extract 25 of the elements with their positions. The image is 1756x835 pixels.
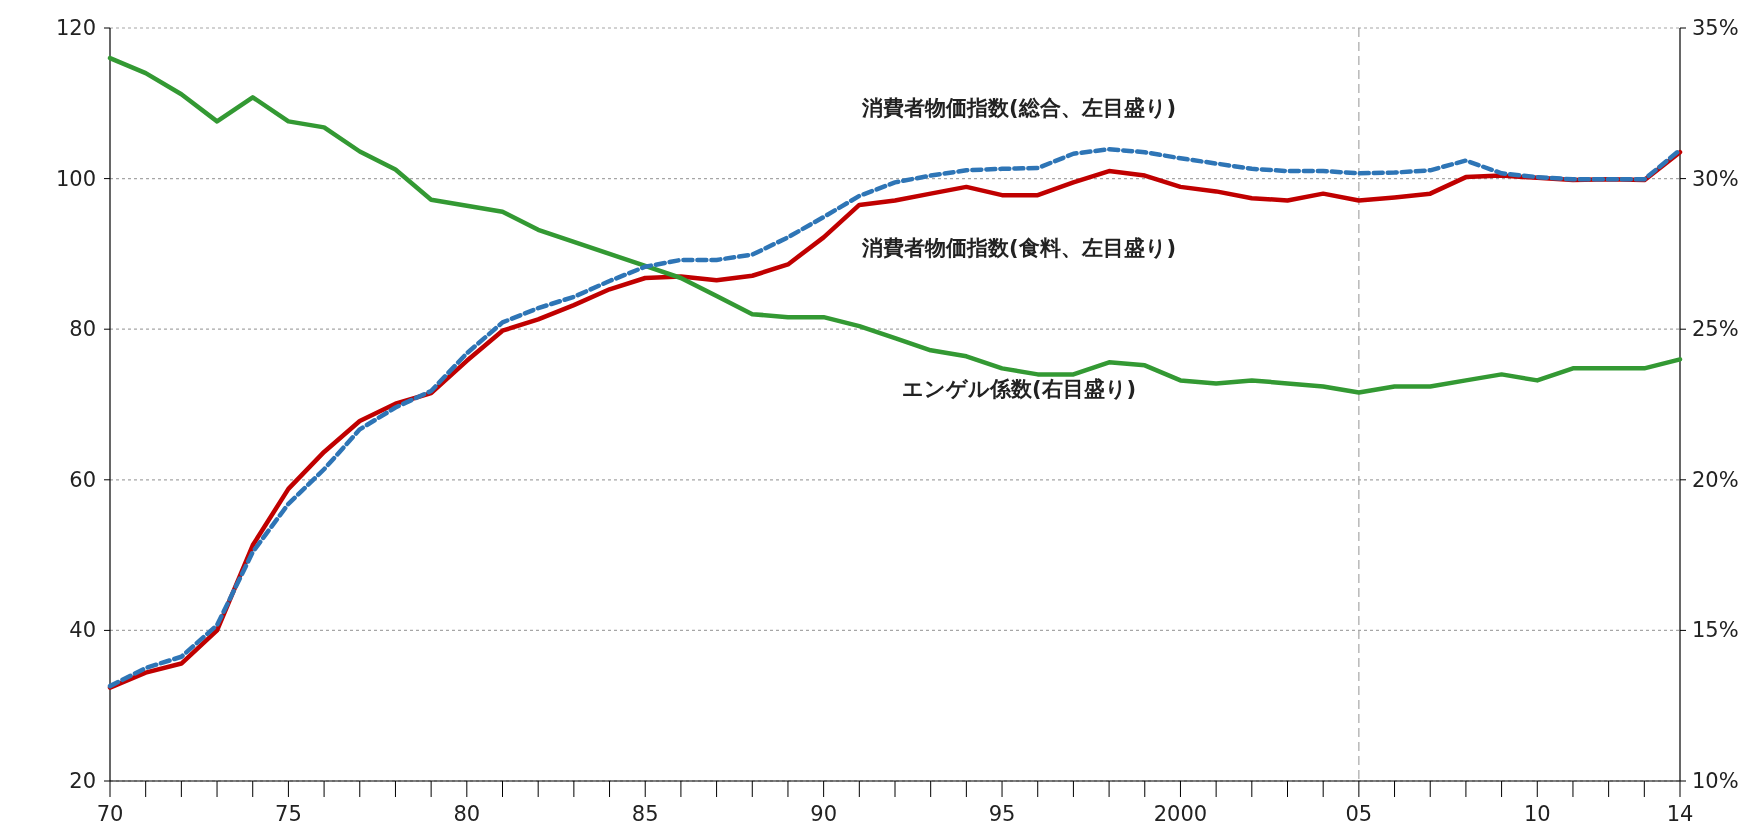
series-label: 消費者物価指数(食料、左目盛り) <box>860 236 1177 261</box>
x-tick-label: 10 <box>1523 802 1551 826</box>
y2-tick-label: 10% <box>1692 769 1739 793</box>
y2-tick-label: 15% <box>1692 618 1739 643</box>
x-tick-label: 90 <box>810 802 837 826</box>
x-tick-label: 2000 <box>1153 802 1208 826</box>
y2-tick-label: 35% <box>1692 16 1739 40</box>
y2-tick-label: 20% <box>1692 467 1739 492</box>
x-tick-label: 70 <box>96 802 124 826</box>
y-tick-label: 100 <box>55 166 96 191</box>
series-label: 消費者物価指数(総合、左目盛り) <box>860 96 1177 121</box>
x-tick-label: 75 <box>275 802 302 826</box>
x-tick-label: 80 <box>453 802 481 826</box>
y-tick-label: 80 <box>69 317 96 342</box>
y2-tick-label: 30% <box>1692 166 1739 191</box>
y2-tick-label: 25% <box>1692 317 1739 342</box>
y-tick-label: 60 <box>69 467 96 492</box>
series-label: エンゲル係数(右目盛り) <box>901 377 1137 402</box>
x-tick-label: 95 <box>988 802 1016 826</box>
y-tick-label: 40 <box>69 618 96 643</box>
x-tick-label: 05 <box>1345 802 1373 826</box>
y-tick-label: 120 <box>55 16 96 40</box>
y-tick-label: 20 <box>69 769 96 793</box>
x-tick-label: 14 <box>1666 802 1694 826</box>
x-tick-label: 85 <box>631 802 659 826</box>
